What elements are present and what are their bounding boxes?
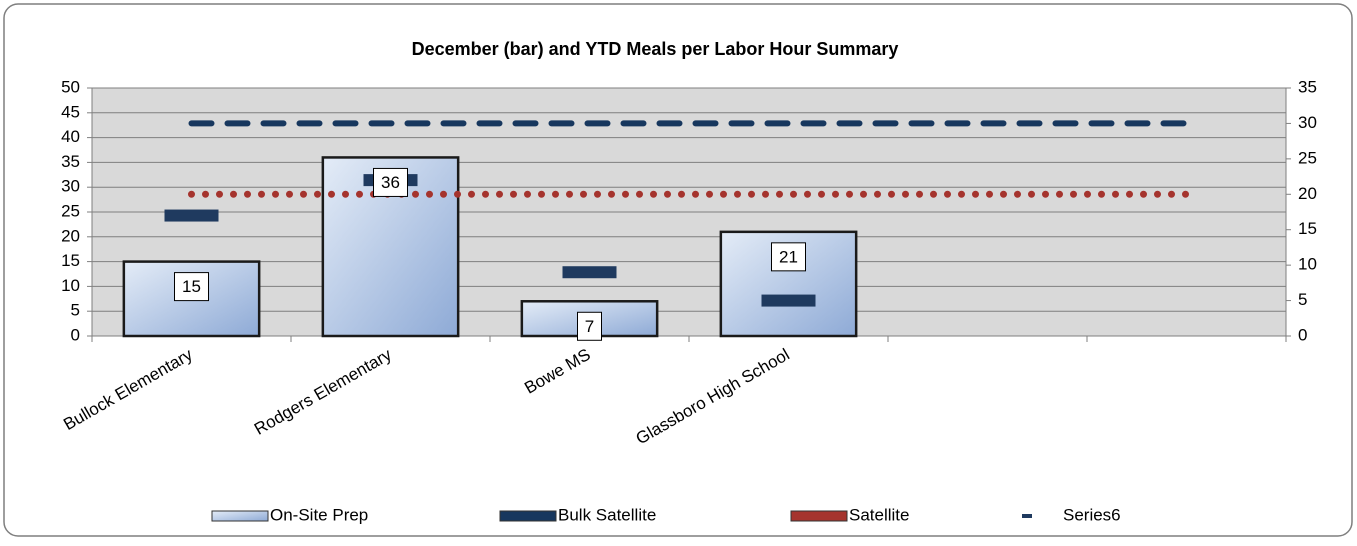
y2-tick-label: 25 (1298, 148, 1317, 167)
data-label: 21 (779, 247, 798, 266)
y-tick-label: 45 (61, 102, 80, 121)
data-label-box (373, 167, 408, 197)
y2-tick-label: 20 (1298, 184, 1317, 203)
legend-label: Series6 (1063, 505, 1121, 524)
data-label: 7 (585, 317, 594, 336)
legend-label: On-Site Prep (270, 505, 368, 524)
y2-tick-label: 5 (1298, 290, 1307, 309)
y-tick-label: 50 (61, 77, 80, 96)
legend-swatch (1022, 514, 1032, 518)
y-tick-label: 0 (71, 325, 80, 344)
data-label: 36 (381, 173, 400, 192)
y2-tick-label: 15 (1298, 219, 1317, 238)
y2-tick-label: 35 (1298, 77, 1317, 96)
y2-tick-label: 30 (1298, 113, 1317, 132)
y-tick-label: 15 (61, 251, 80, 270)
dash-marker (761, 294, 816, 307)
chart-title: December (bar) and YTD Meals per Labor H… (412, 39, 899, 59)
y-tick-label: 25 (61, 201, 80, 220)
legend-swatch (790, 510, 848, 522)
data-label-box (771, 242, 806, 272)
y-tick-label: 40 (61, 127, 80, 146)
data-label-box (577, 311, 602, 341)
y-tick-label: 5 (71, 301, 80, 320)
y-tick-label: 10 (61, 276, 80, 295)
legend-label: Bulk Satellite (558, 505, 656, 524)
y-tick-label: 35 (61, 152, 80, 171)
legend-swatch (499, 510, 557, 522)
y2-tick-label: 10 (1298, 255, 1317, 274)
data-label-box (174, 272, 209, 302)
legend-label: Satellite (849, 505, 909, 524)
y-tick-label: 30 (61, 177, 80, 196)
y-tick-label: 20 (61, 226, 80, 245)
dash-marker (164, 209, 219, 222)
data-label: 15 (182, 277, 201, 296)
y2-tick-label: 0 (1298, 325, 1307, 344)
dash-marker (562, 266, 617, 279)
legend-swatch (211, 510, 269, 522)
